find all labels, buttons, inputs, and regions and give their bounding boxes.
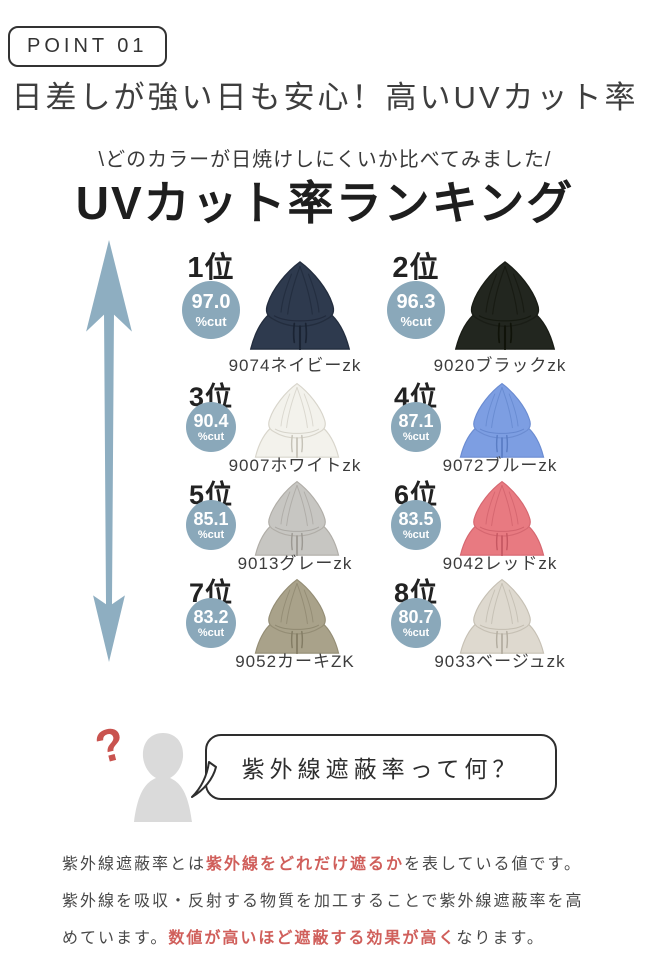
explanation-highlight: 紫外線をどれだけ遮るか <box>206 856 405 873</box>
item-caption: 9013グレーzk <box>237 554 353 573</box>
ranking-section: 1位 97.0 %cut 9074ネイビーzk 2位 96.3 %cut <box>0 238 650 688</box>
hoodie-image <box>459 382 545 458</box>
uv-cut-badge: 90.4 %cut <box>186 402 236 452</box>
badge-cut-label: %cut <box>197 430 225 443</box>
ranking-item-black: 2位 96.3 %cut 9020ブラックzk <box>385 244 590 376</box>
uv-cut-badge: 83.5 %cut <box>391 500 441 550</box>
ranking-item-white: 3位 90.4 %cut 9007ホワイトzk <box>180 376 385 475</box>
item-caption: 9074ネイビーzk <box>228 356 362 375</box>
badge-cut-label: %cut <box>195 314 227 329</box>
ranking-item-red: 6位 83.5 %cut 9042レッドzk <box>385 474 590 573</box>
item-caption: 9072ブルーzk <box>442 456 558 475</box>
speech-bubble-tail <box>191 761 217 798</box>
badge-cut-label: %cut <box>197 626 225 639</box>
point-label: POINT 01 <box>27 35 148 57</box>
badge-cut-label: %cut <box>402 430 430 443</box>
uv-cut-badge: 80.7 %cut <box>391 598 441 648</box>
ranking-title: UVカット率ランキング <box>75 177 575 229</box>
badge-percent: 80.7 <box>398 606 434 627</box>
hoodie-image <box>254 578 340 654</box>
hoodie-image <box>249 261 351 350</box>
badge-percent: 83.2 <box>193 606 229 627</box>
rank-label: 1位 <box>187 252 235 284</box>
ranking-grid: 1位 97.0 %cut 9074ネイビーzk 2位 96.3 %cut <box>180 244 590 671</box>
item-caption: 9052カーキZK <box>235 652 355 671</box>
explanation-text: 紫外線遮蔽率とは <box>62 856 207 873</box>
ranking-item-navy: 1位 97.0 %cut 9074ネイビーzk <box>180 244 385 376</box>
uv-cut-badge: 96.3 %cut <box>387 281 445 339</box>
badge-percent: 96.3 <box>396 291 436 313</box>
point-badge: POINT 01 <box>8 26 167 67</box>
section-heading: 日差しが強い日も安心！高いUVカット率 <box>11 80 639 115</box>
ranking-item-gray: 5位 85.1 %cut 9013グレーzk <box>180 474 385 573</box>
badge-cut-label: %cut <box>197 528 225 541</box>
explanation-highlight: 数値が高いほど遮蔽する効果が高く <box>168 930 457 947</box>
ranking-item-beige: 8位 80.7 %cut 9033ベージュzk <box>385 572 590 671</box>
badge-percent: 85.1 <box>193 508 229 529</box>
uv-cut-badge: 83.2 %cut <box>186 598 236 648</box>
uv-cut-badge: 97.0 %cut <box>182 281 240 339</box>
badge-percent: 90.4 <box>193 410 229 431</box>
hoodie-image <box>254 382 340 458</box>
double-arrow-icon <box>86 240 132 662</box>
item-caption: 9033ベージュzk <box>434 652 566 671</box>
hoodie-image <box>454 261 556 350</box>
ranking-item-khaki: 7位 83.2 %cut 9052カーキZK <box>180 572 385 671</box>
item-caption: 9020ブラックzk <box>433 356 567 375</box>
badge-percent: 83.5 <box>398 508 434 529</box>
badge-cut-label: %cut <box>400 314 432 329</box>
rank-label: 2位 <box>392 252 440 284</box>
speech-bubble: 紫外線遮蔽率って何？ <box>191 734 557 800</box>
badge-percent: 87.1 <box>398 410 434 431</box>
question-section: ? 紫外線遮蔽率って何？ <box>0 716 650 838</box>
item-caption: 9042レッドzk <box>442 554 558 573</box>
explanation-paragraph: 紫外線遮蔽率とは紫外線をどれだけ遮るかを表している値です。紫外線を吸収・反射する… <box>62 846 596 957</box>
ranking-item-blue: 4位 87.1 %cut 9072ブルーzk <box>385 376 590 475</box>
hoodie-image <box>459 578 545 654</box>
badge-cut-label: %cut <box>402 626 430 639</box>
hoodie-image <box>254 480 340 556</box>
callout-line: \どのカラーが日焼けしにくいか比べてみました/ <box>98 149 552 171</box>
person-silhouette-icon <box>134 733 192 822</box>
badge-cut-label: %cut <box>402 528 430 541</box>
uv-cut-badge: 85.1 %cut <box>186 500 236 550</box>
explanation-text: なります。 <box>456 930 545 947</box>
explanation-text: を表している値です。紫外線を吸収・反射する物質を加工することで紫外線遮蔽率を高め… <box>62 856 584 947</box>
speech-bubble-text: 紫外線遮蔽率って何？ <box>241 756 521 782</box>
badge-percent: 97.0 <box>191 291 231 313</box>
hoodie-image <box>459 480 545 556</box>
question-mark-icon: ? <box>90 716 130 774</box>
item-caption: 9007ホワイトzk <box>228 456 362 475</box>
uv-cut-badge: 87.1 %cut <box>391 402 441 452</box>
